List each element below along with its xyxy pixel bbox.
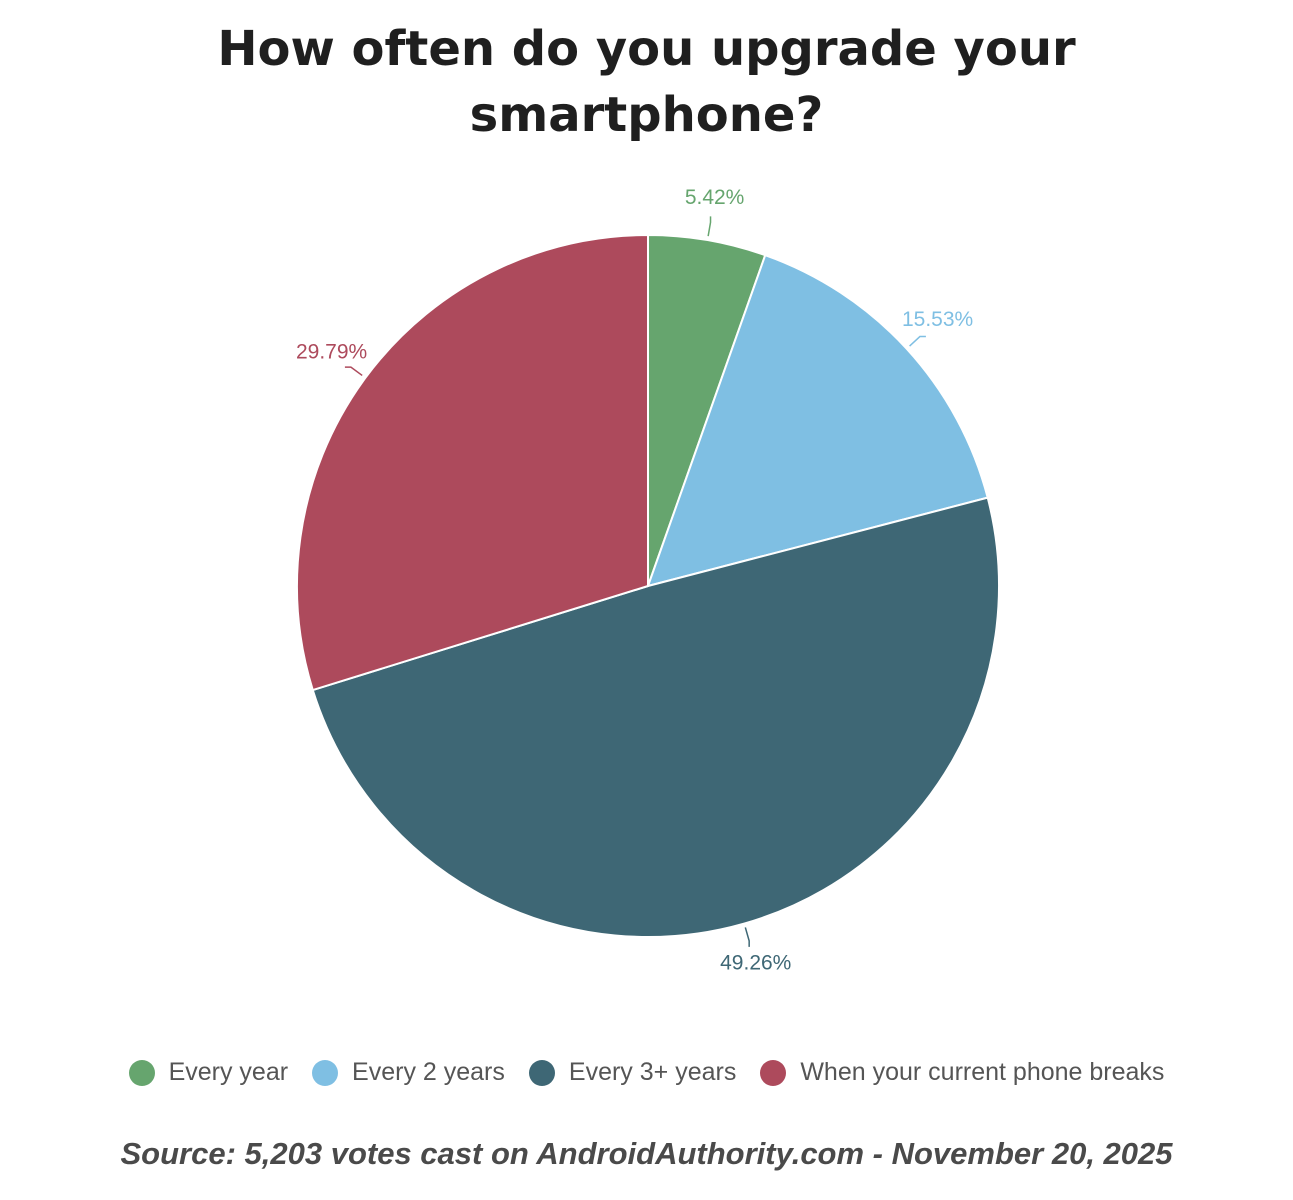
legend-swatch-when-your-current-phone-breaks bbox=[760, 1059, 787, 1086]
source-note: Source: 5,203 votes cast on AndroidAutho… bbox=[120, 1136, 1173, 1171]
data-label-every-year: 5.42% bbox=[685, 186, 745, 209]
legend-item-when-your-current-phone-breaks[interactable]: When your current phone breaks bbox=[760, 1058, 1164, 1087]
chart-title-line-2: smartphone? bbox=[469, 87, 824, 143]
chart-title: How often do you upgrade your smartphone… bbox=[0, 16, 1293, 148]
legend: Every year Every 2 years Every 3+ years Whe… bbox=[0, 1058, 1293, 1087]
pie-slice-when-your-current-phone-breaks bbox=[296, 233, 649, 692]
pie-chart: 5.42% 15.53% 49.26% 29.79% bbox=[296, 186, 1000, 974]
leader-line-every-2-years bbox=[909, 335, 926, 347]
legend-swatch-every-2-years bbox=[312, 1059, 339, 1086]
legend-swatch-every-3-years bbox=[528, 1059, 555, 1086]
legend-label-every-year: Every year bbox=[168, 1058, 289, 1086]
pie-slice-every-3-years bbox=[311, 496, 1000, 938]
legend-label-every-2-years: Every 2 years bbox=[352, 1058, 505, 1086]
leader-line-every-3-years bbox=[744, 927, 750, 947]
data-label-every-3-years: 49.26% bbox=[720, 951, 791, 974]
legend-swatch-every-year bbox=[128, 1059, 155, 1086]
legend-item-every-3-years[interactable]: Every 3+ years bbox=[528, 1058, 737, 1087]
legend-label-every-3-years: Every 3+ years bbox=[568, 1058, 737, 1086]
legend-item-every-2-years[interactable]: Every 2 years bbox=[312, 1058, 505, 1087]
legend-item-every-year[interactable]: Every year bbox=[128, 1058, 289, 1087]
leader-line-when-your-current-phone-breaks bbox=[344, 366, 363, 377]
legend-label-when-your-current-phone-breaks: When your current phone breaks bbox=[800, 1058, 1165, 1086]
leader-line-every-year bbox=[707, 216, 712, 237]
pie-slice-every-2-years bbox=[646, 253, 989, 588]
chart-title-line-1: How often do you upgrade your bbox=[217, 21, 1076, 77]
data-label-every-2-years: 15.53% bbox=[902, 308, 973, 331]
data-label-when-your-current-phone-breaks: 29.79% bbox=[296, 340, 367, 363]
